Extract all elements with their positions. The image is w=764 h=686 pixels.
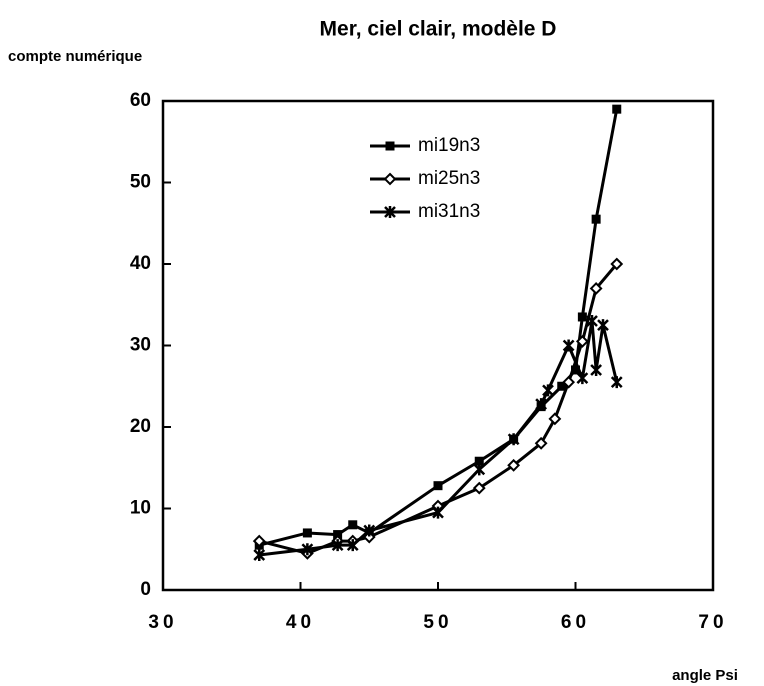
marker	[586, 315, 598, 328]
marker	[432, 506, 444, 519]
y-tick-label: 60	[130, 90, 151, 111]
marker	[534, 436, 548, 450]
marker	[472, 481, 486, 495]
marker	[548, 412, 562, 426]
y-tick-label: 50	[130, 172, 151, 193]
marker	[385, 141, 395, 151]
x-tick-label: 60	[561, 612, 590, 633]
chart-title: Mer, ciel clair, modèle D	[320, 18, 557, 41]
marker	[384, 206, 396, 218]
marker	[507, 433, 520, 446]
marker	[576, 372, 589, 385]
marker	[612, 104, 622, 114]
x-tick-label: 30	[148, 612, 177, 633]
x-axis-label: angle Psi	[672, 667, 738, 684]
marker	[562, 375, 576, 389]
marker	[302, 528, 312, 538]
marker	[610, 376, 623, 389]
y-tick-label: 30	[130, 335, 151, 356]
marker	[589, 282, 603, 295]
marker	[590, 363, 603, 376]
marker	[535, 398, 548, 411]
marker	[301, 543, 314, 556]
marker	[253, 548, 266, 561]
y-tick-label: 40	[130, 253, 151, 274]
marker	[591, 214, 601, 224]
marker	[542, 384, 554, 397]
marker	[331, 539, 344, 552]
series-line	[259, 319, 619, 557]
x-tick-label: 70	[698, 612, 727, 633]
y-tick-label: 20	[130, 416, 151, 437]
y-tick-label: 10	[130, 498, 151, 519]
marker	[363, 524, 376, 537]
legend-label: mi19n3	[418, 135, 480, 156]
marker	[433, 481, 443, 491]
marker	[348, 520, 358, 530]
marker	[473, 463, 486, 476]
marker	[507, 458, 521, 472]
marker	[577, 312, 587, 322]
marker	[575, 335, 589, 348]
x-tick-label: 50	[423, 612, 452, 633]
marker	[252, 534, 266, 548]
y-axis-label: compte numérique	[8, 48, 142, 65]
legend-label: mi25n3	[418, 168, 480, 189]
marker	[562, 339, 575, 352]
marker	[346, 539, 359, 552]
x-tick-label: 40	[286, 612, 315, 633]
marker	[610, 257, 624, 271]
marker	[383, 172, 397, 186]
marker	[597, 319, 609, 332]
y-tick-label: 0	[140, 579, 151, 600]
legend-label: mi31n3	[418, 201, 480, 222]
marker	[557, 381, 567, 391]
